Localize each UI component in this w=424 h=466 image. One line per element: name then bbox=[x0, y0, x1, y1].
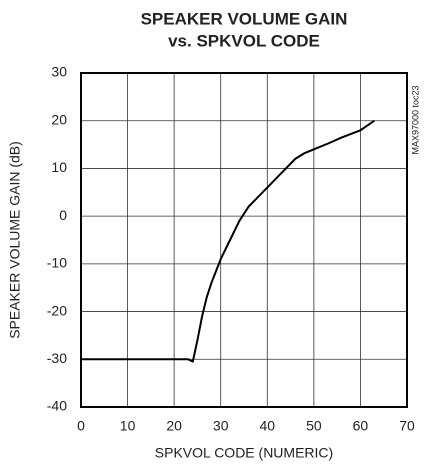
x-tick-label: 50 bbox=[306, 418, 322, 434]
x-tick-label: 0 bbox=[77, 418, 85, 434]
chart-title: SPEAKER VOLUME GAIN bbox=[141, 9, 348, 28]
y-axis-label: SPEAKER VOLUME GAIN (dB) bbox=[7, 141, 23, 339]
y-tick-label: -40 bbox=[47, 398, 67, 414]
plot-border bbox=[80, 72, 408, 408]
x-axis-label: SPKVOL CODE (NUMERIC) bbox=[155, 445, 333, 461]
y-tick-label: 30 bbox=[51, 64, 67, 80]
y-tick-label: 0 bbox=[59, 207, 67, 223]
y-tick-label: 20 bbox=[51, 111, 67, 127]
x-tick-label: 70 bbox=[399, 418, 415, 434]
y-tick-label: 10 bbox=[51, 159, 67, 175]
x-tick-label: 40 bbox=[259, 418, 275, 434]
x-tick-label: 10 bbox=[120, 418, 136, 434]
data-line bbox=[81, 119, 375, 363]
annotation: MAX97000 toc23 bbox=[410, 85, 420, 154]
y-tick-label: -10 bbox=[47, 255, 67, 271]
x-tick-label: 30 bbox=[213, 418, 229, 434]
chart-title: vs. SPKVOL CODE bbox=[168, 31, 320, 50]
x-tick-label: 60 bbox=[353, 418, 369, 434]
x-tick-label: 20 bbox=[166, 418, 182, 434]
y-tick-label: -30 bbox=[47, 350, 67, 366]
y-tick-label: -20 bbox=[47, 302, 67, 318]
